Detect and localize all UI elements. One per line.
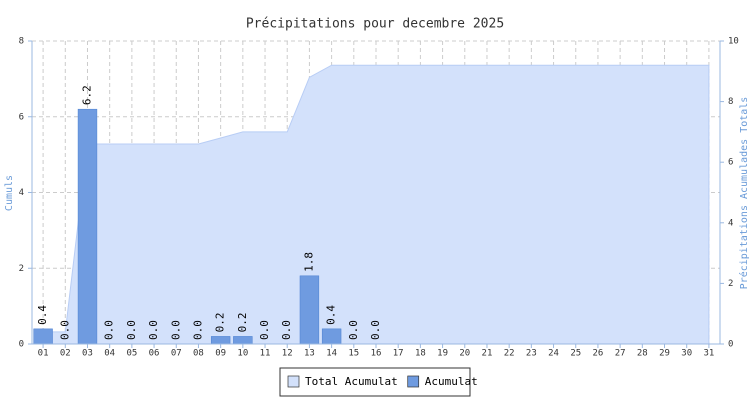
- data-label: 0.4: [36, 305, 49, 325]
- x-tick-label: 11: [260, 349, 271, 359]
- x-tick-label: 12: [282, 349, 293, 359]
- x-tick-label: 18: [415, 349, 426, 359]
- bar: [210, 336, 231, 345]
- x-tick-label: 03: [82, 349, 93, 359]
- x-tick-label: 07: [171, 349, 182, 359]
- data-label: 6.2: [80, 85, 93, 105]
- data-label: 1.8: [302, 252, 315, 272]
- x-tick-label: 25: [570, 349, 581, 359]
- y-axis-label: Cumuls: [4, 175, 15, 211]
- x-tick-label: 02: [60, 349, 71, 359]
- x-tick-label: 04: [104, 349, 115, 359]
- data-label: 0.2: [214, 313, 227, 333]
- y-tick-label: 8: [19, 37, 24, 47]
- y2-tick-label: 0: [728, 340, 733, 350]
- y-tick-label: 4: [19, 188, 24, 198]
- x-tick-label: 08: [193, 349, 204, 359]
- x-tick-label: 09: [215, 349, 226, 359]
- legend-swatch: [287, 375, 300, 388]
- x-tick-label: 30: [681, 349, 692, 359]
- x-tick-label: 22: [504, 349, 515, 359]
- bar: [233, 336, 253, 345]
- x-tick-label: 29: [659, 349, 670, 359]
- legend-label: Acumulat: [425, 375, 478, 388]
- bar: [33, 328, 53, 345]
- x-tick-label: 06: [149, 349, 160, 359]
- x-tick-label: 28: [637, 349, 648, 359]
- x-tick-label: 21: [482, 349, 493, 359]
- x-tick-label: 15: [348, 349, 359, 359]
- x-tick-label: 14: [326, 349, 337, 359]
- data-label: 0.0: [125, 320, 138, 340]
- x-tick-label: 01: [38, 349, 49, 359]
- y2-tick-label: 10: [728, 37, 739, 47]
- data-label: 0.0: [258, 320, 271, 340]
- data-label: 0.0: [147, 320, 160, 340]
- data-label: 0.0: [103, 320, 116, 340]
- chart-title: Précipitations pour decembre 2025: [246, 17, 504, 32]
- data-label: 0.2: [236, 313, 249, 333]
- x-tick-label: 05: [126, 349, 137, 359]
- y2-tick-label: 2: [728, 279, 733, 289]
- bar: [299, 275, 320, 345]
- bar: [321, 328, 342, 345]
- x-tick-label: 17: [393, 349, 404, 359]
- x-tick-label: 10: [237, 349, 248, 359]
- x-tick-label: 19: [437, 349, 448, 359]
- x-tick-label: 31: [703, 349, 714, 359]
- data-label: 0.0: [280, 320, 293, 340]
- y2-tick-label: 4: [728, 218, 733, 228]
- y-tick-label: 6: [19, 112, 24, 122]
- y2-tick-label: 8: [728, 97, 733, 107]
- area: [42, 64, 710, 345]
- x-tick-label: 20: [459, 349, 470, 359]
- x-tick-label: 26: [593, 349, 604, 359]
- legend-label: Total Acumulat: [305, 375, 398, 388]
- data-label: 0.0: [191, 320, 204, 340]
- data-label: 0.0: [169, 320, 182, 340]
- y-tick-label: 2: [19, 264, 24, 274]
- bar: [77, 108, 98, 345]
- y2-tick-label: 6: [728, 158, 733, 168]
- x-tick-label: 16: [371, 349, 382, 359]
- data-label: 0.4: [325, 305, 338, 325]
- y-tick-label: 0: [19, 340, 24, 350]
- x-tick-label: 27: [615, 349, 626, 359]
- x-tick-label: 13: [304, 349, 315, 359]
- data-label: 0.0: [369, 320, 382, 340]
- legend-swatch: [407, 375, 420, 388]
- x-tick-label: 23: [526, 349, 537, 359]
- x-tick-label: 24: [548, 349, 559, 359]
- y2-axis-label: Précipitations Acumulades Totals: [738, 97, 750, 290]
- data-label: 0.0: [58, 320, 71, 340]
- data-label: 0.0: [347, 320, 360, 340]
- legend-box: [279, 367, 471, 397]
